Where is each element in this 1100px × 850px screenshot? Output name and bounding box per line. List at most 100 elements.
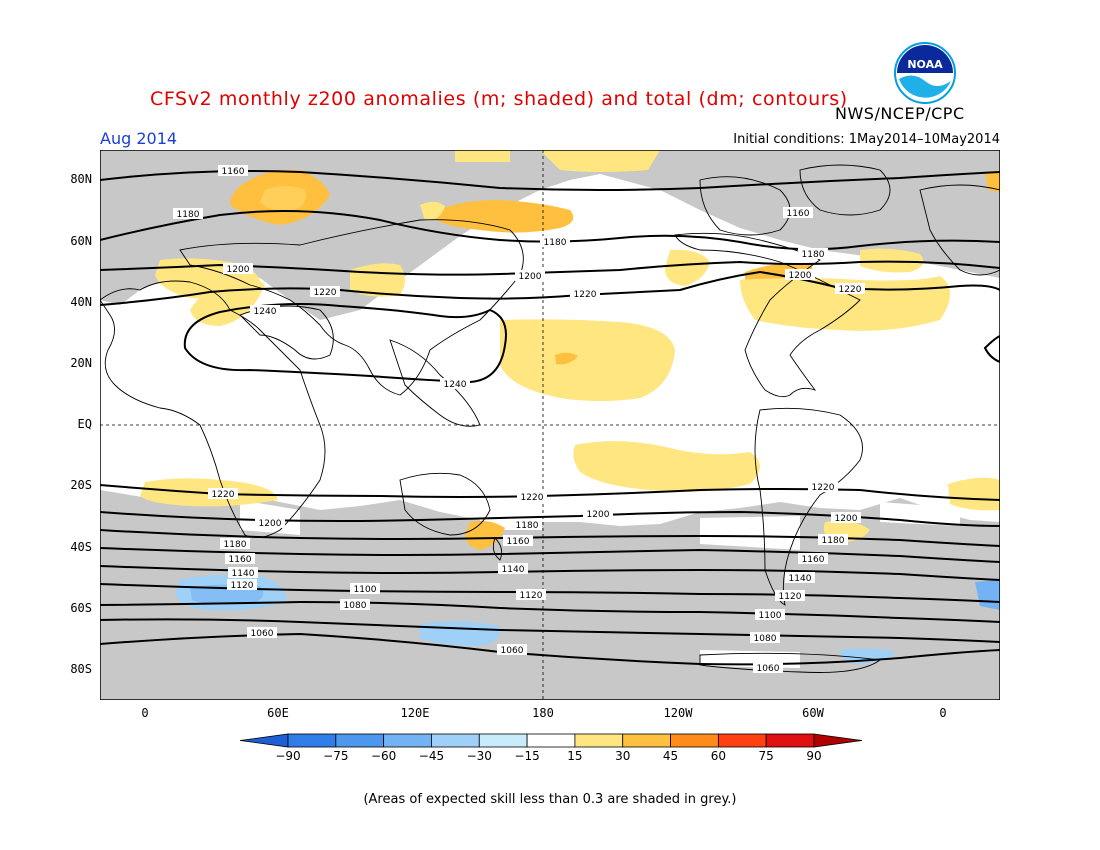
colorbar-tick-label: 15 xyxy=(567,749,582,763)
colorbar-tick-label: −75 xyxy=(323,749,348,763)
lon-label: 60W xyxy=(802,706,824,720)
negative-anomaly-shading xyxy=(175,574,1000,664)
lon-label: 60E xyxy=(267,706,289,720)
forecast-period: Aug 2014 xyxy=(100,129,178,148)
colorbar-tick-label: 45 xyxy=(663,749,678,763)
chart-title: CFSv2 monthly z200 anomalies (m; shaded)… xyxy=(150,88,848,110)
lat-label: EQ xyxy=(77,417,92,431)
svg-text:1140: 1140 xyxy=(789,574,812,584)
contour-label: 1100 xyxy=(350,583,380,595)
svg-text:1060: 1060 xyxy=(251,629,274,639)
svg-text:1180: 1180 xyxy=(544,238,567,248)
lat-label: 20N xyxy=(70,356,92,370)
svg-text:1160: 1160 xyxy=(787,209,810,219)
svg-text:1100: 1100 xyxy=(759,611,782,621)
anomaly-colorbar: −90 −75 −60 −45 −30 −15 15 30 45 60 75 90 xyxy=(240,733,862,763)
colorbar-boxes xyxy=(240,733,862,748)
colorbar-tick-label: −45 xyxy=(419,749,444,763)
lon-label: 180 xyxy=(532,706,554,720)
svg-text:1140: 1140 xyxy=(502,565,525,575)
svg-text:1200: 1200 xyxy=(587,510,610,520)
contour-label: 1200 xyxy=(223,263,253,275)
contour-label: 1060 xyxy=(247,627,277,639)
contour-label: 1080 xyxy=(340,599,370,611)
svg-text:1220: 1220 xyxy=(314,288,337,298)
colorbar-labels: −90 −75 −60 −45 −30 −15 15 30 45 60 75 90 xyxy=(275,749,821,763)
svg-text:1220: 1220 xyxy=(812,483,835,493)
colorbar-tick-label: 75 xyxy=(759,749,774,763)
lat-label: 60S xyxy=(70,601,92,615)
svg-text:1240: 1240 xyxy=(444,380,467,390)
lon-label: 120E xyxy=(400,706,430,720)
colorbar-tick-label: −15 xyxy=(514,749,539,763)
svg-text:1180: 1180 xyxy=(822,536,845,546)
svg-text:1200: 1200 xyxy=(227,265,250,275)
svg-text:1240: 1240 xyxy=(254,307,277,317)
svg-text:1200: 1200 xyxy=(789,271,812,281)
svg-text:1160: 1160 xyxy=(229,555,252,565)
colorbar-box xyxy=(622,733,671,748)
colorbar-box xyxy=(287,733,337,748)
contour-label: 1200 xyxy=(831,512,861,524)
contour-label: 1240 xyxy=(440,378,470,390)
noaa-logo-text: NOAA xyxy=(907,58,943,71)
svg-text:1180: 1180 xyxy=(224,540,247,550)
agency-label: NWS/NCEP/CPC xyxy=(835,104,965,123)
lat-label: 80S xyxy=(70,662,92,676)
svg-text:1100: 1100 xyxy=(354,585,377,595)
coastlines xyxy=(100,164,1000,673)
colorbar-box xyxy=(670,733,719,748)
z200-anomaly-map: 1160 1180 1200 1220 1240 1240 1180 1200 … xyxy=(100,150,1000,700)
lat-label: 80N xyxy=(70,172,92,186)
contour-label: 1160 xyxy=(783,207,813,219)
colorbar-tick-label: 90 xyxy=(806,749,821,763)
contour-label: 1160 xyxy=(503,535,533,547)
colorbar-box xyxy=(240,733,289,748)
contour-label: 1140 xyxy=(785,572,815,584)
svg-text:1180: 1180 xyxy=(516,521,539,531)
svg-text:1180: 1180 xyxy=(177,210,200,220)
contour-labels: 1160 1180 1200 1220 1240 1240 1180 1200 … xyxy=(173,165,865,674)
svg-text:1160: 1160 xyxy=(222,167,245,177)
lon-label: 120W xyxy=(663,706,693,720)
contour-label: 1160 xyxy=(225,553,255,565)
contour-label: 1220 xyxy=(208,488,238,500)
colorbar-tick-label: −30 xyxy=(467,749,492,763)
contour-label: 1140 xyxy=(228,567,258,579)
contour-label: 1080 xyxy=(750,632,780,644)
svg-text:1160: 1160 xyxy=(507,537,530,547)
contour-label: 1180 xyxy=(798,248,828,260)
contour-label: 1220 xyxy=(517,491,547,503)
contour-label: 1180 xyxy=(173,208,203,220)
colorbar-box xyxy=(478,733,528,748)
svg-text:1220: 1220 xyxy=(839,285,862,295)
contour-label: 1220 xyxy=(310,286,340,298)
colorbar-box xyxy=(813,733,862,748)
lon-label: 0 xyxy=(939,706,947,720)
colorbar-box xyxy=(765,733,815,748)
contour-label: 1180 xyxy=(540,236,570,248)
svg-text:1140: 1140 xyxy=(232,569,255,579)
contour-label: 1060 xyxy=(753,662,783,674)
contour-label: 1120 xyxy=(516,589,546,601)
svg-text:1060: 1060 xyxy=(757,664,780,674)
svg-text:1120: 1120 xyxy=(779,592,802,602)
noaa-logo-icon: NOAA xyxy=(894,42,956,104)
contour-label: 1180 xyxy=(818,534,848,546)
colorbar-tick-label: −90 xyxy=(275,749,300,763)
colorbar-tick-label: −60 xyxy=(371,749,396,763)
svg-text:1200: 1200 xyxy=(835,514,858,524)
svg-text:1080: 1080 xyxy=(344,601,367,611)
contour-label: 1100 xyxy=(755,609,785,621)
colorbar-box xyxy=(335,733,385,748)
contour-label: 1220 xyxy=(570,288,600,300)
lon-label: 0 xyxy=(141,706,149,720)
svg-text:1200: 1200 xyxy=(259,519,282,529)
svg-text:1160: 1160 xyxy=(802,555,825,565)
svg-text:1220: 1220 xyxy=(574,290,597,300)
svg-text:1120: 1120 xyxy=(520,591,543,601)
contour-label: 1160 xyxy=(218,165,248,177)
contour-label: 1120 xyxy=(227,579,257,591)
contour-label: 1200 xyxy=(583,508,613,520)
contour-label: 1180 xyxy=(220,538,250,550)
